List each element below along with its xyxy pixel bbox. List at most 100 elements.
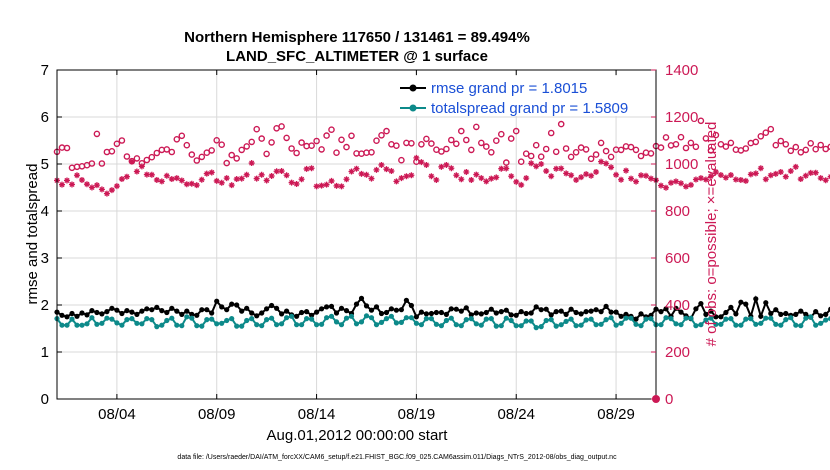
evaluated-point <box>248 160 255 167</box>
series-0-point <box>548 312 554 318</box>
series-3 <box>54 154 830 197</box>
evaluated-point <box>682 183 689 190</box>
series-1-point <box>254 322 260 328</box>
possible-point <box>507 135 515 142</box>
possible-point <box>797 148 805 156</box>
possible-point <box>472 123 480 131</box>
evaluated-point <box>403 173 410 180</box>
series-1-point <box>403 315 409 321</box>
series-0-point <box>324 304 330 310</box>
series-1-point <box>803 315 809 321</box>
series-1-point <box>428 316 434 322</box>
series-1-point <box>683 315 689 321</box>
series-1-point <box>733 322 739 328</box>
series-0-point <box>353 301 360 307</box>
possible-point <box>787 147 795 155</box>
x-tick-label-4: 08/24 <box>497 406 535 423</box>
series-0-point <box>109 305 115 311</box>
evaluated-point <box>588 172 595 179</box>
series-0-point <box>698 301 704 307</box>
evaluated-point <box>433 176 440 183</box>
possible-point <box>742 145 750 152</box>
series-1-point <box>798 323 804 329</box>
possible-point <box>657 144 665 151</box>
series-1-point <box>793 322 799 328</box>
x-tick-label-3: 08/19 <box>398 406 436 423</box>
possible-point <box>163 146 171 153</box>
series-0-point <box>593 307 599 313</box>
possible-point <box>93 130 101 138</box>
series-0-point <box>74 313 80 319</box>
evaluated-point <box>737 176 744 183</box>
possible-point <box>767 125 775 133</box>
series-1-point <box>808 314 814 320</box>
series-1-point <box>244 317 250 324</box>
series-1-point <box>373 322 380 328</box>
possible-point <box>532 141 540 149</box>
series-1-point <box>368 315 375 321</box>
possible-point <box>572 148 580 156</box>
series-0-point <box>189 311 195 317</box>
possible-point <box>617 146 625 154</box>
series-0-point <box>433 309 439 316</box>
series-0-point <box>763 300 769 306</box>
axes: 08/04 08/09 08/14 08/19 08/24 08/29 0 1 2 3 4 5 6 7 0 2… <box>41 62 699 423</box>
series-1-point <box>89 315 95 321</box>
series-1-point <box>358 319 365 325</box>
evaluated-point <box>138 163 145 170</box>
series-1-point <box>503 315 509 321</box>
evaluated-point <box>143 171 150 178</box>
y-tick-label-right-6: 1200 <box>665 109 698 126</box>
series-0-point <box>129 309 135 315</box>
series-0-point <box>623 311 629 317</box>
evaluated-point <box>208 169 215 176</box>
x-tick-label-1: 08/09 <box>198 406 236 423</box>
evaluated-point <box>747 171 754 178</box>
evaluated-point <box>103 190 110 197</box>
series-1-point <box>338 322 345 328</box>
series-0-point <box>693 306 699 312</box>
series-1-point <box>573 323 579 329</box>
evaluated-point <box>478 175 485 182</box>
y-tick-label-left-3: 3 <box>41 250 49 267</box>
evaluated-point <box>498 165 505 172</box>
possible-point <box>253 125 261 133</box>
series-0-point <box>139 308 145 314</box>
evaluated-point <box>278 168 285 175</box>
series-0-point <box>239 308 245 314</box>
series-1-point <box>473 321 479 327</box>
evaluated-point <box>383 166 390 173</box>
possible-point <box>398 156 405 164</box>
series-1-point <box>139 321 145 327</box>
series-1-point <box>179 323 185 329</box>
evaluated-point <box>203 170 210 177</box>
series-0-point <box>753 296 759 302</box>
possible-point <box>777 137 785 145</box>
series-1-point <box>413 320 419 326</box>
series-0-point <box>598 309 604 315</box>
series-1-point <box>663 315 669 321</box>
series-1-point <box>214 321 220 327</box>
series-1-point <box>99 320 105 326</box>
series-1-point <box>698 322 704 328</box>
y-axis-label-left: rmse and totalspread <box>24 164 41 305</box>
possible-point <box>208 147 215 154</box>
possible-point <box>637 152 645 160</box>
series-0-point <box>89 308 95 314</box>
y-tick-label-right-3: 600 <box>665 250 690 267</box>
y-tick-label-left-6: 6 <box>41 109 49 126</box>
series-0-point <box>528 310 534 316</box>
series-0-point <box>94 309 100 316</box>
series-1-point <box>438 323 444 329</box>
evaluated-point <box>613 171 620 178</box>
series-0-point <box>69 310 75 317</box>
possible-point <box>807 139 815 147</box>
possible-point <box>607 153 615 161</box>
evaluated-point <box>363 171 370 178</box>
series-1-point <box>144 316 150 322</box>
possible-point <box>243 143 250 150</box>
series-0-point <box>533 304 539 310</box>
obs-axis-origin-marker <box>652 395 660 403</box>
series-0-point <box>423 311 429 317</box>
series-0-point <box>673 305 679 311</box>
